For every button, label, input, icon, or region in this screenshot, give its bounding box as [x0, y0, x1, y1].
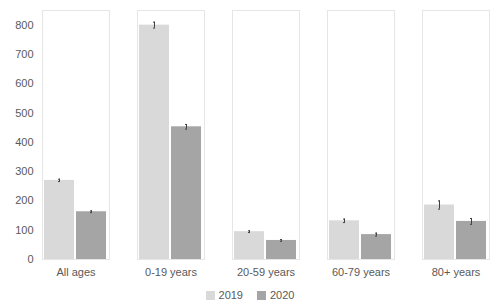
svg-text:20-59 years: 20-59 years: [237, 266, 296, 278]
svg-text:0: 0: [27, 253, 33, 265]
svg-text:800: 800: [15, 19, 33, 31]
svg-text:700: 700: [15, 48, 33, 60]
svg-text:80+ years: 80+ years: [432, 266, 481, 278]
html-text:2020: 2020: [270, 289, 295, 301]
svg-text:All ages: All ages: [56, 266, 96, 278]
svg-text:500: 500: [15, 107, 33, 119]
svg-text:0-19 years: 0-19 years: [145, 266, 197, 278]
svg-text:600: 600: [15, 77, 33, 89]
svg-text:400: 400: [15, 136, 33, 148]
svg-text:300: 300: [15, 165, 33, 177]
svg-text:100: 100: [15, 224, 33, 236]
svg-text:60-79 years: 60-79 years: [332, 266, 391, 278]
svg-text:200: 200: [15, 194, 33, 206]
html-text:2019: 2019: [218, 289, 243, 301]
